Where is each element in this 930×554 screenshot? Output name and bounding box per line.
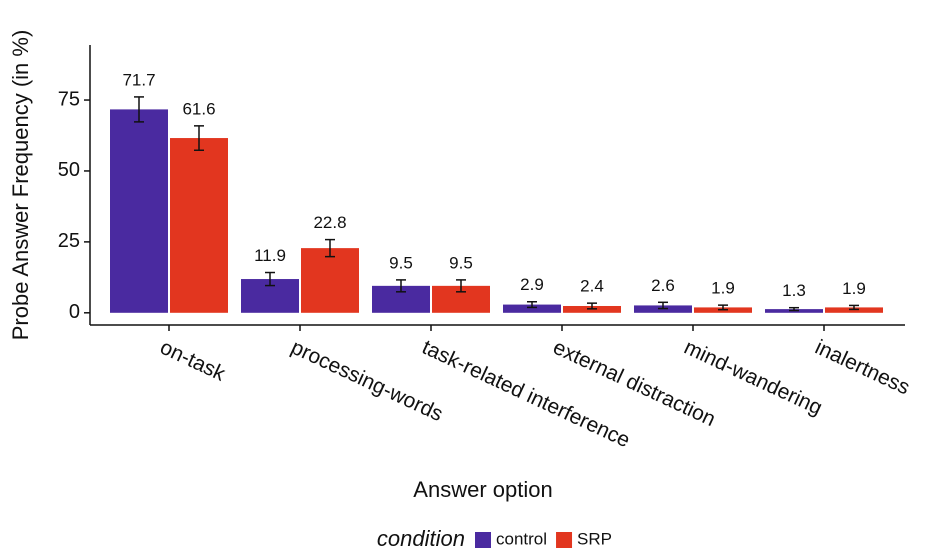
value-label: 1.9 [711,279,735,298]
error-bar [849,304,859,311]
error-bar [658,301,668,310]
error-bar [325,238,335,258]
bar [170,138,228,313]
value-label: 9.5 [449,253,473,272]
error-bar [396,279,406,293]
value-label: 1.9 [842,279,866,298]
legend-title: condition [377,526,465,551]
value-label: 1.3 [782,281,806,300]
value-label: 2.4 [580,277,604,296]
error-bar [194,125,204,151]
error-bar [134,96,144,123]
x-tick-label: task-related interference [419,336,634,453]
y-tick-label: 0 [69,301,80,323]
x-axis-title: Answer option [413,477,552,502]
error-bar [456,279,466,293]
error-bar [527,300,537,309]
y-tick-label: 75 [58,88,80,110]
value-label: 71.7 [122,70,155,89]
y-tick-label: 25 [58,230,80,252]
value-label: 22.8 [313,213,346,232]
value-label: 61.6 [182,99,215,118]
error-bar [718,304,728,311]
x-tick-label: inalertness [812,336,914,400]
legend-key [556,532,573,548]
error-bar [587,302,597,310]
value-label: 2.9 [520,275,544,294]
error-bar [265,271,275,287]
legend-label: SRP [577,529,612,548]
y-axis-title: Probe Answer Frequency (in %) [8,30,33,341]
value-label: 9.5 [389,253,413,272]
bar [110,109,168,313]
error-bar [789,306,799,312]
value-label: 11.9 [254,246,286,265]
bar [503,304,561,313]
bar [301,248,359,313]
value-label: 2.6 [651,276,675,295]
legend-label: control [496,529,547,548]
y-tick-label: 50 [58,159,80,181]
x-tick-label: on-task [157,336,230,386]
legend-key [475,532,491,548]
